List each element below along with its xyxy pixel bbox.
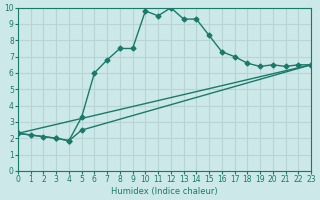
X-axis label: Humidex (Indice chaleur): Humidex (Indice chaleur) [111, 187, 218, 196]
